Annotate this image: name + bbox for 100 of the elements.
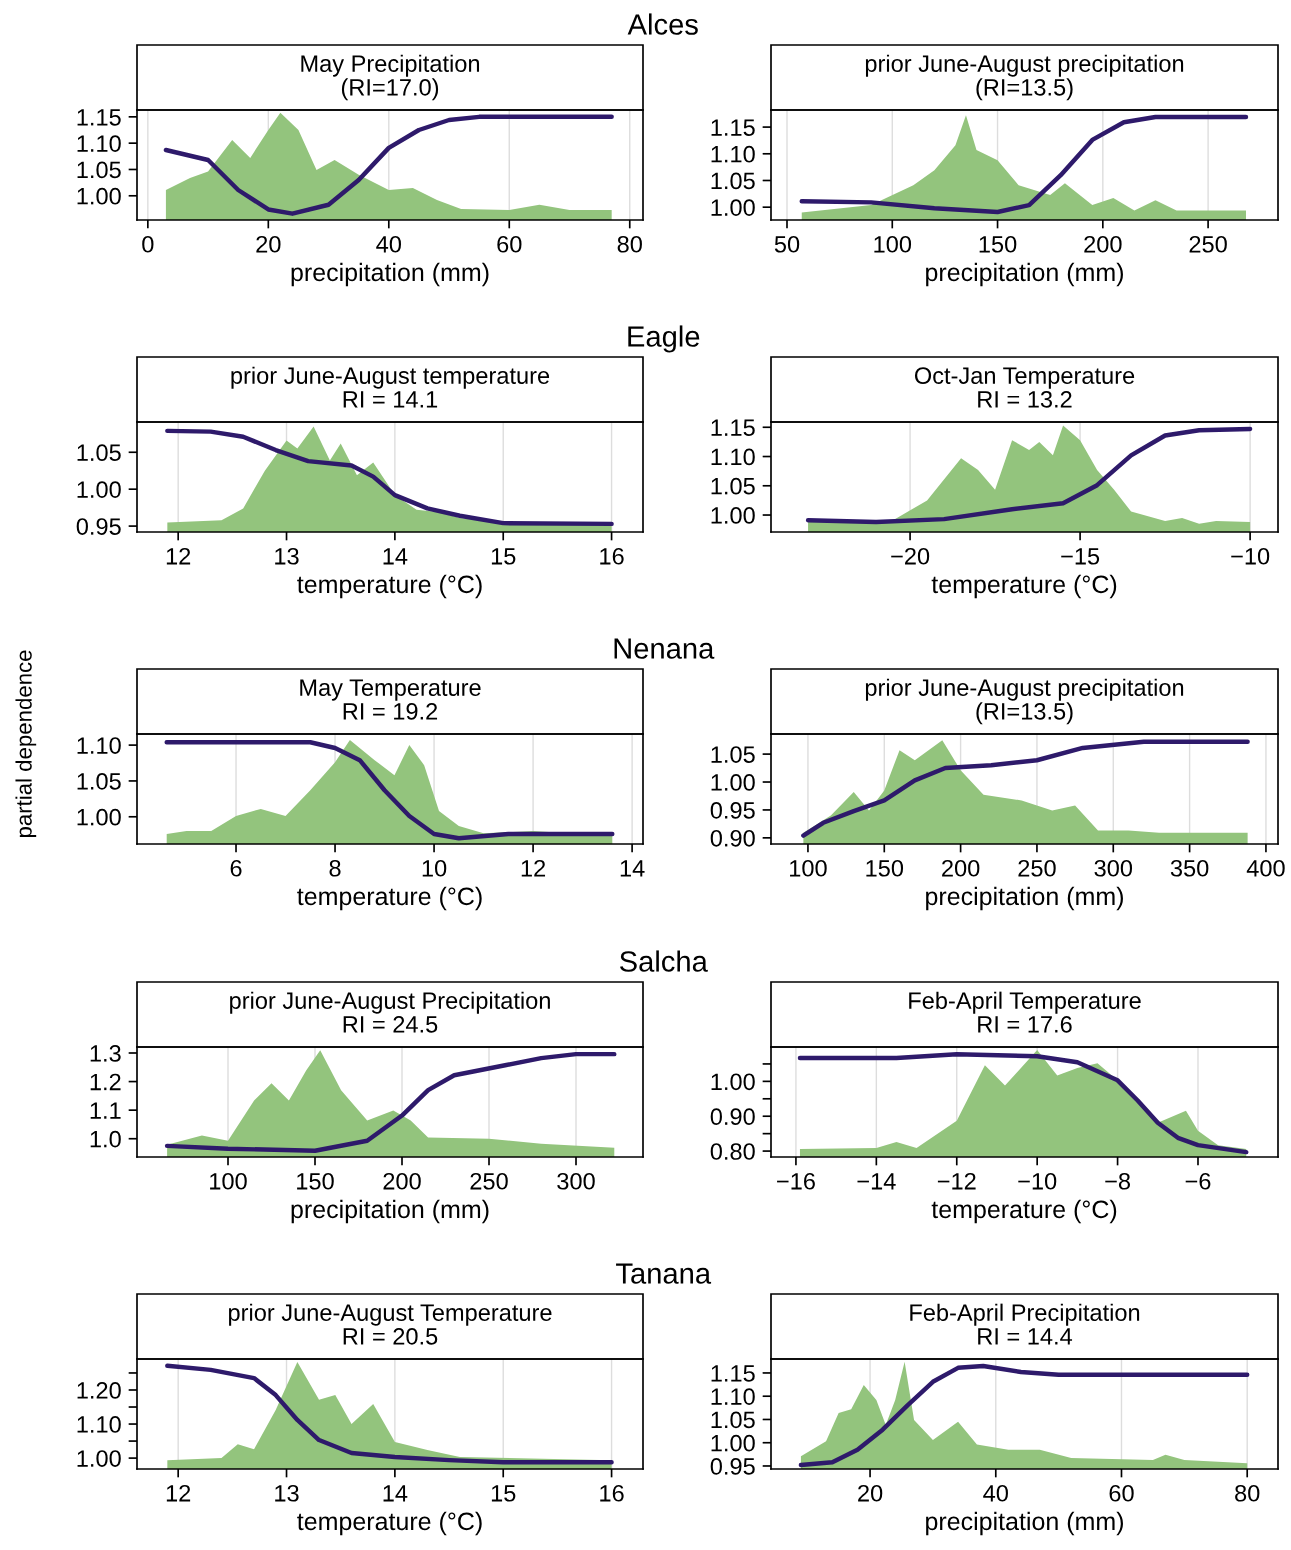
- y-tick-label: 1.00: [77, 808, 121, 826]
- chart-title: prior June-August Precipitation RI = 24.5: [230, 991, 550, 1033]
- y-tick-label: 1.10: [77, 1416, 121, 1433]
- x-tick-label: 15: [491, 548, 516, 565]
- chart-subtitle: Tanana: [616, 1263, 712, 1284]
- x-tick-label: −10: [1018, 1172, 1057, 1190]
- x-tick-label: 8: [329, 859, 341, 877]
- x-tick-label: 20: [858, 1484, 883, 1502]
- x-tick-label: 200: [1084, 235, 1122, 253]
- x-tick-label: 13: [275, 1484, 299, 1502]
- y-axis-title: partial dependence: [15, 650, 37, 838]
- x-tick-label: −15: [1061, 548, 1100, 565]
- y-tick-label: 1.05: [711, 1411, 755, 1429]
- chart-title: Oct-Jan Temperature RI = 13.2: [914, 367, 1135, 408]
- x-tick-label: 200: [942, 859, 980, 877]
- y-tick-label: 0.95: [76, 518, 121, 535]
- x-tick-label: −20: [891, 547, 930, 565]
- chart-title: prior June-August precipitation (RI=13.5): [865, 678, 1184, 725]
- x-tick-label: 10: [422, 859, 447, 877]
- x-tick-label: 12: [166, 547, 191, 565]
- x-tick-label: 50: [774, 235, 800, 253]
- y-tick-label: 1.10: [711, 448, 755, 466]
- x-axis-title: precipitation (mm): [291, 262, 489, 287]
- x-tick-label: 300: [1094, 859, 1133, 877]
- chart-subtitle: Nenana: [614, 638, 715, 659]
- y-tick-label: 1.00: [711, 1434, 755, 1452]
- y-tick-label: 1.05: [711, 477, 755, 495]
- chart-title: prior June-August Temperature RI = 20.5: [229, 1303, 552, 1345]
- y-tick-label: 1.05: [711, 172, 755, 190]
- x-tick-label: 15: [491, 1485, 516, 1502]
- chart-subtitle: Alces: [627, 13, 698, 35]
- x-tick-label: 16: [600, 1484, 624, 1502]
- x-tick-label: 200: [383, 1172, 421, 1190]
- y-tick-label: 1.3: [90, 1045, 121, 1062]
- x-axis-title: precipitation (mm): [926, 262, 1123, 287]
- y-tick-label: 1.0: [90, 1130, 121, 1148]
- x-tick-label: 150: [866, 859, 904, 877]
- x-tick-label: 250: [1189, 235, 1227, 253]
- y-tick-label: 1.20: [77, 1382, 121, 1399]
- x-tick-label: −6: [1185, 1172, 1211, 1190]
- y-tick-label: 1.10: [77, 135, 121, 152]
- x-tick-label: 100: [874, 235, 912, 253]
- x-tick-label: 14: [383, 1485, 408, 1502]
- chart-subtitle: Salcha: [619, 950, 708, 972]
- x-tick-label: −8: [1105, 1172, 1131, 1190]
- y-tick-label: 1.00: [711, 507, 755, 524]
- y-tick-label: 1.00: [711, 1073, 755, 1091]
- x-tick-label: 350: [1170, 859, 1209, 877]
- x-tick-label: −12: [937, 1172, 976, 1190]
- x-tick-label: 12: [166, 1484, 191, 1502]
- x-tick-label: 14: [620, 860, 645, 877]
- x-axis-title: precipitation (mm): [291, 1199, 489, 1224]
- x-axis-title: temperature (°C): [931, 1199, 1117, 1224]
- x-tick-label: 14: [383, 548, 408, 565]
- y-tick-label: 1.10: [77, 737, 121, 754]
- y-tick-label: 1.05: [77, 773, 121, 790]
- y-tick-label: 1.05: [711, 746, 755, 763]
- x-tick-label: 6: [230, 859, 242, 877]
- x-tick-label: 40: [983, 1484, 1008, 1502]
- y-tick-label: 1.10: [711, 1388, 755, 1405]
- x-tick-label: 80: [617, 235, 642, 253]
- y-tick-label: 1.10: [711, 145, 755, 163]
- y-tick-label: 1.15: [711, 119, 755, 136]
- y-tick-label: 1.15: [711, 419, 755, 437]
- chart-title: May Temperature RI = 19.2: [300, 679, 481, 720]
- x-axis-title: precipitation (mm): [926, 1511, 1123, 1536]
- chart-subtitle: Eagle: [628, 325, 700, 353]
- x-axis-title: precipitation (mm): [926, 886, 1123, 911]
- y-tick-label: 1.00: [77, 187, 121, 205]
- y-tick-label: 0.95: [710, 802, 755, 819]
- x-tick-label: 60: [497, 235, 522, 253]
- x-tick-label: −16: [777, 1172, 815, 1190]
- y-tick-label: 1.00: [711, 199, 755, 216]
- x-tick-label: 400: [1246, 859, 1285, 877]
- y-tick-label: 1.2: [90, 1073, 121, 1091]
- x-tick-label: 80: [1235, 1484, 1260, 1502]
- x-tick-label: 12: [521, 859, 546, 877]
- x-tick-label: 60: [1109, 1484, 1134, 1502]
- y-tick-label: 1.00: [711, 774, 755, 791]
- x-tick-label: 0: [142, 235, 154, 253]
- x-tick-label: −10: [1231, 547, 1270, 565]
- x-tick-label: 40: [376, 235, 401, 253]
- chart-title: prior June-August precipitation (RI=13.5): [865, 54, 1184, 101]
- y-tick-label: 1.00: [77, 1450, 121, 1467]
- chart-title: May Precipitation (RI=17.0): [301, 54, 480, 101]
- x-axis-title: temperature (°C): [931, 574, 1117, 599]
- x-tick-label: 100: [210, 1172, 247, 1190]
- x-tick-label: 100: [790, 859, 827, 877]
- chart-title: prior June-August temperature RI = 14.1: [231, 366, 550, 408]
- x-tick-label: 16: [600, 547, 624, 565]
- y-tick-label: 0.95: [710, 1458, 755, 1475]
- y-tick-label: 1.05: [77, 444, 121, 462]
- y-tick-label: 0.90: [710, 829, 755, 847]
- x-tick-label: 250: [1018, 859, 1056, 877]
- x-tick-label: −14: [857, 1173, 896, 1190]
- chart-title: Feb-April Temperature RI = 17.6: [909, 991, 1141, 1033]
- x-tick-label: 20: [256, 235, 281, 253]
- x-tick-label: 13: [275, 547, 299, 565]
- x-tick-label: 250: [470, 1172, 508, 1190]
- chart-title: Feb-April Precipitation RI = 14.4: [910, 1303, 1140, 1345]
